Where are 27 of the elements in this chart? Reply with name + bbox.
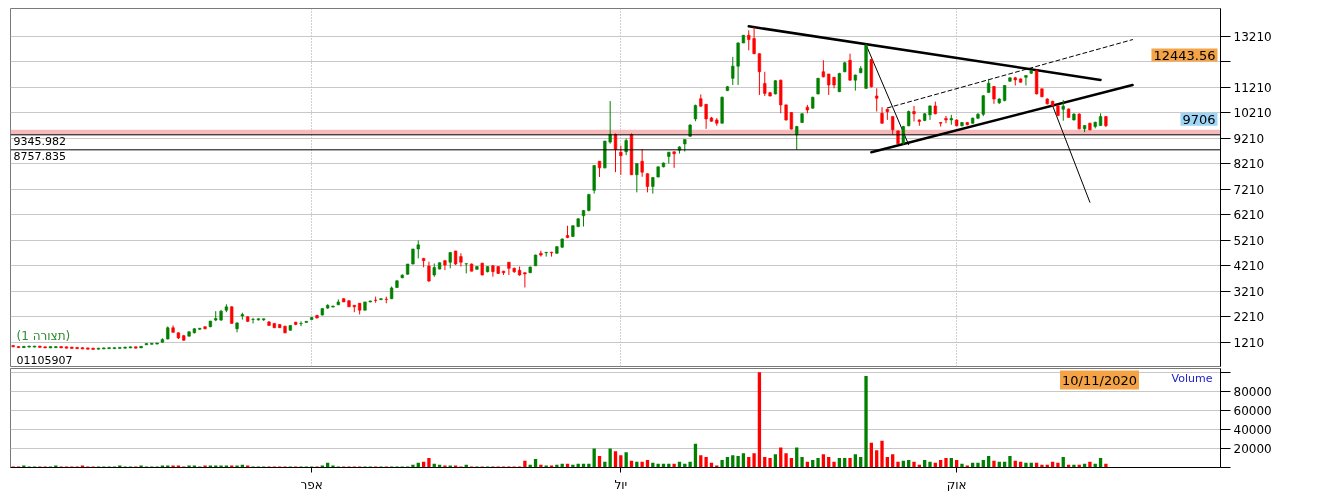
y-tick-label: 80000 (1233, 384, 1272, 399)
y-tick-label: 4210 (1233, 259, 1265, 274)
annotation: 01105907 (16, 353, 73, 367)
y-tick-label: 13210 (1233, 29, 1272, 44)
y-tick-label: 60000 (1233, 403, 1272, 418)
y-tick-label: 10210 (1233, 106, 1272, 121)
ref-line-label: 9345.982 (13, 134, 66, 148)
y-tick-label: 2210 (1233, 310, 1265, 325)
x-tick-label: אוק (946, 477, 967, 492)
annotation: 10/11/2020 (1062, 372, 1137, 388)
y-tick-label: 6210 (1233, 208, 1265, 223)
annotation: 9706 (1182, 111, 1216, 127)
annotation: 12443.56 (1153, 47, 1216, 63)
chart-title: Volume (1171, 371, 1213, 385)
y-tick-label: 7210 (1233, 182, 1265, 197)
y-tick-label: 8210 (1233, 157, 1265, 172)
y-tick-label: 1210 (1233, 335, 1265, 350)
x-tick-label: אפר (300, 477, 323, 492)
y-tick-label: 11210 (1233, 80, 1272, 95)
y-tick-label: 5210 (1233, 233, 1265, 248)
annotation: (תצורה 1) (16, 328, 71, 343)
ref-line-label: 8757.835 (13, 149, 66, 163)
y-tick-label: 9210 (1233, 131, 1265, 146)
y-tick-label: 40000 (1233, 422, 1272, 437)
x-tick-label: יול (614, 477, 628, 492)
y-tick-label: 3210 (1233, 284, 1265, 299)
y-tick-label: 20000 (1233, 441, 1272, 456)
